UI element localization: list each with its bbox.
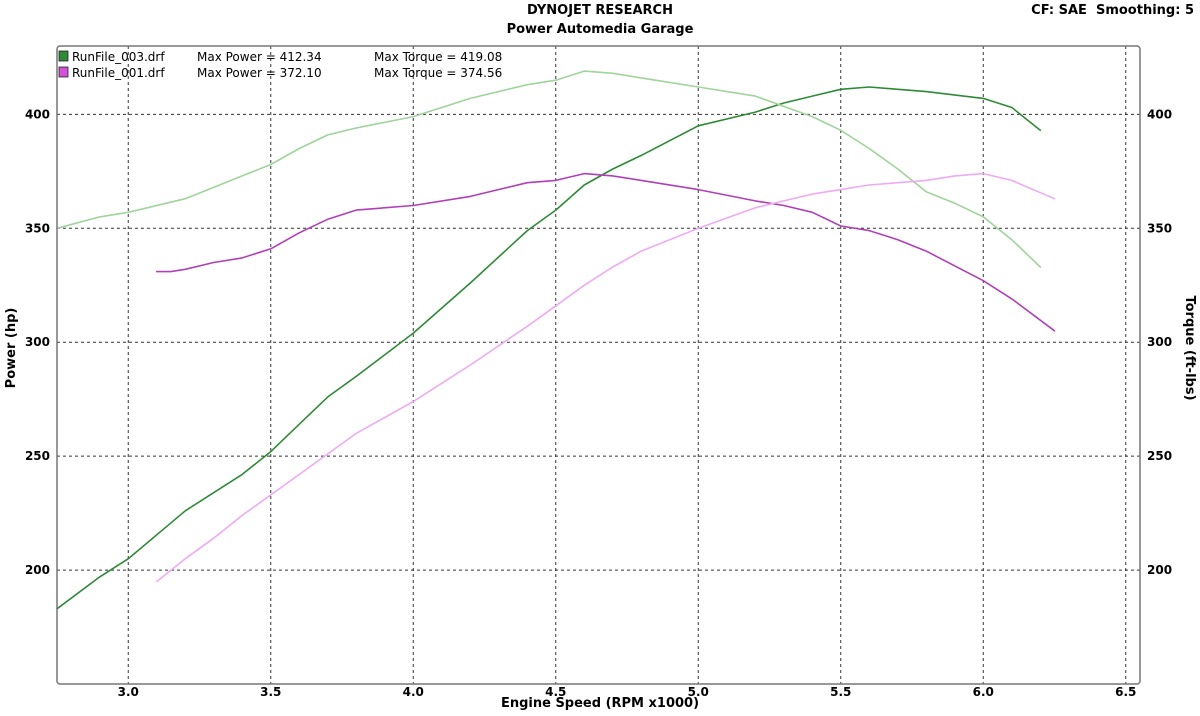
series-line [156,172,1056,332]
y2-tick-label: 250 [1147,449,1172,463]
y-tick-label: 250 [25,449,50,463]
legend-file: RunFile_003.drf [72,50,165,64]
settings-label: CF: SAE Smoothing: 5 [1031,3,1194,18]
y2-tick-label: 400 [1147,107,1172,121]
x-tick-label: 4.0 [403,685,424,699]
x-tick-label: 5.0 [688,685,709,699]
y2-tick-label: 200 [1147,563,1172,577]
legend-swatch [58,50,69,62]
y2-tick-label: 350 [1147,221,1172,235]
legend-max-torque: Max Torque = 419.08 [374,50,502,64]
y-tick-label: 200 [25,563,50,577]
x-tick-label: 3.5 [260,685,281,699]
legend-max-power: Max Power = 412.34 [197,50,322,64]
chart-title: DYNOJET RESEARCH [527,3,673,18]
x-tick-label: 4.5 [545,685,566,699]
y2-tick-label: 300 [1147,335,1172,349]
x-tick-label: 3.0 [118,685,139,699]
x-axis-label: Engine Speed (RPM x1000) [501,696,699,711]
x-tick-label: 6.5 [1115,685,1136,699]
y-tick-label: 350 [25,221,50,235]
y-tick-label: 400 [25,107,50,121]
tick-layer: 3.0 3.5 4.0 4.5 5.0 5.5 6.0 6.5 200 250 300 350 400 2… [25,107,1172,699]
series-line [156,172,1056,583]
chart-subtitle: Power Automedia Garage [506,22,694,37]
y2-axis-label: Torque (ft-lbs) [1182,295,1197,400]
plot-frame [56,45,1141,685]
series-line [56,70,1042,268]
x-tick-label: 6.0 [973,685,994,699]
legend: RunFile_003.drf Max Power = 412.34 Max Tor… [58,50,502,80]
legend-file: RunFile_001.drf [72,66,165,80]
legend-swatch [58,66,69,78]
y-tick-label: 300 [25,335,50,349]
grid-layer [57,46,1140,684]
legend-max-torque: Max Torque = 374.56 [374,66,502,80]
legend-max-power: Max Power = 372.10 [197,66,322,80]
series-layer [56,70,1056,610]
series-line [56,86,1042,610]
y-axis-label: Power (hp) [4,308,19,389]
x-tick-label: 5.5 [830,685,851,699]
